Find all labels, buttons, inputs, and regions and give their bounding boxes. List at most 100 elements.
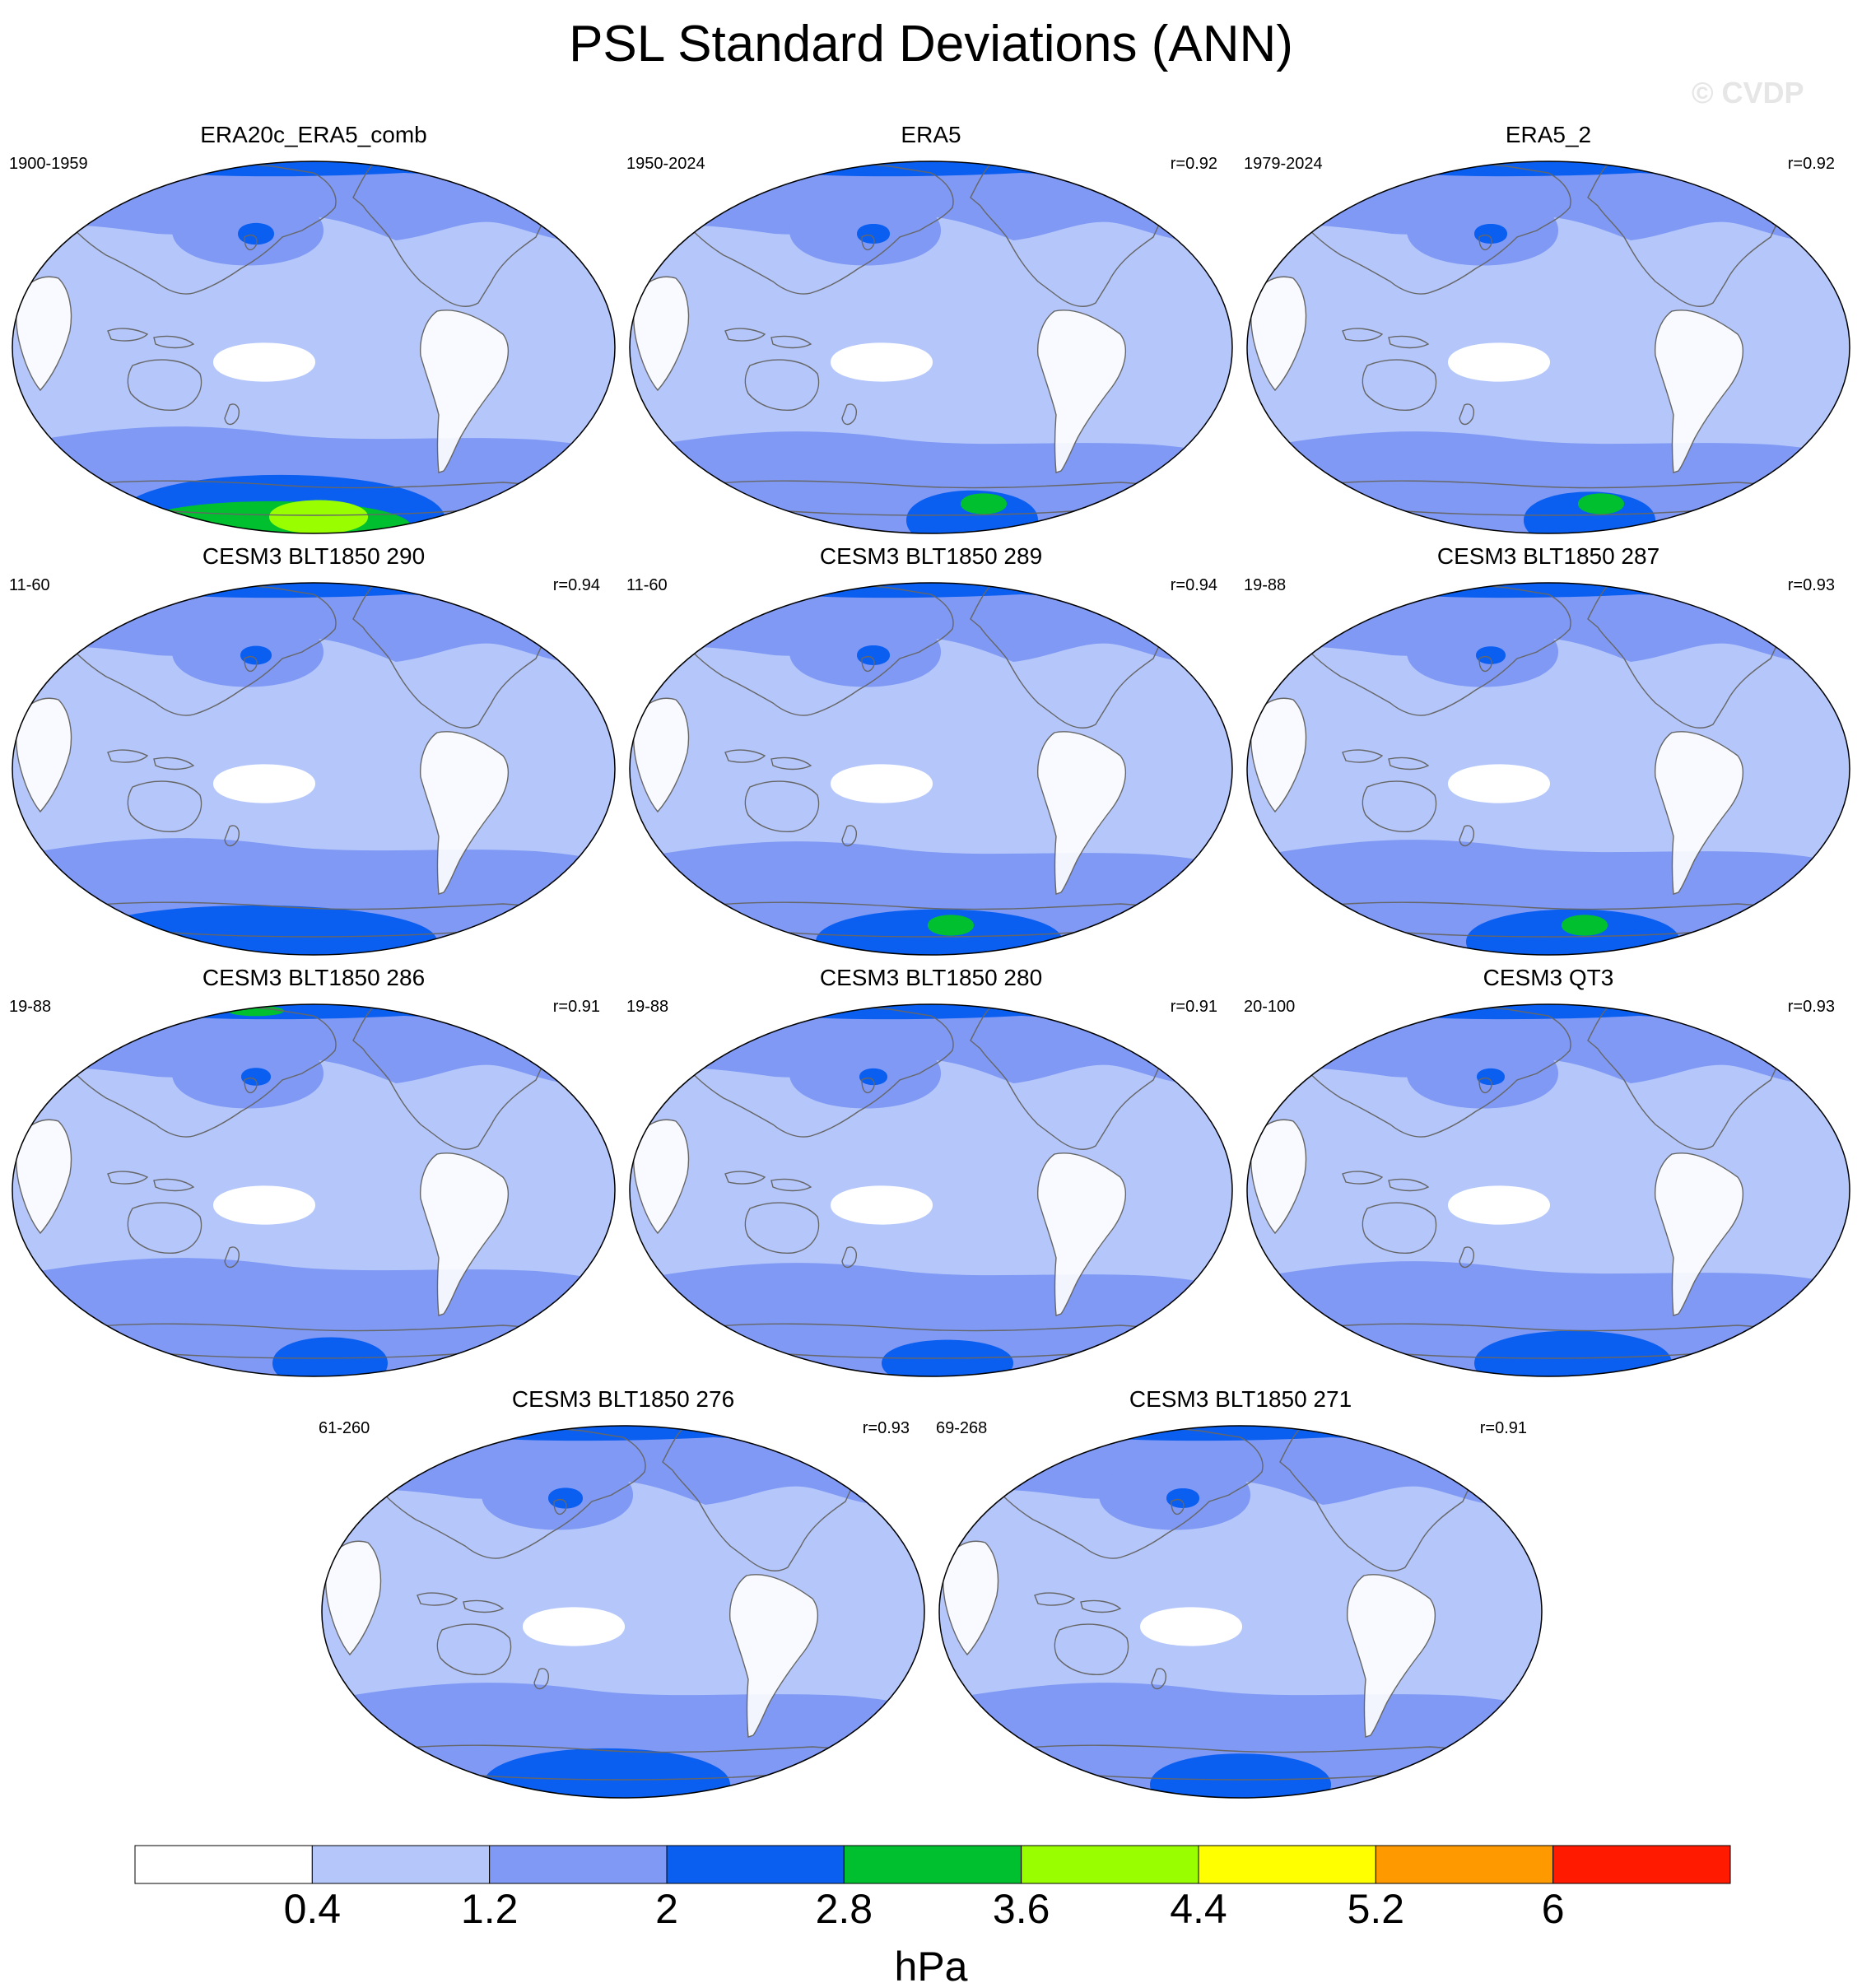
contour-fill [857,224,890,244]
coastline [1294,162,1571,295]
contour-fill [213,342,315,382]
contour-fill [816,909,1063,955]
map-border [1246,161,1850,534]
panel-title: CESM3 BLT1850 290 [202,543,426,569]
coastline [153,335,195,349]
coastline [841,825,857,847]
coastline [489,584,533,624]
panel-title: ERA5_2 [1505,122,1592,147]
contour-fill [483,1748,730,1798]
panel-title: CESM3 BLT1850 286 [202,965,426,990]
map-panel: CESM3 BLT1850 287 19-88 r=0.93 [1244,543,1853,963]
map-border [12,1003,616,1377]
map-border [938,1425,1543,1799]
coastline [1724,1006,1768,1045]
panel-title: CESM3 BLT1850 289 [819,543,1043,569]
panel-years: 20-100 [1244,998,1296,1016]
coastline [1034,1592,1076,1606]
coastline [59,1005,337,1138]
low-variance-land [16,698,72,812]
map-panel: ERA20c_ERA5_comb 1900-1959 [9,122,618,542]
map-panel: CESM3 QT3 20-100 r=0.93 [1244,965,1853,1385]
coastline [489,163,533,203]
coastline [15,1119,72,1235]
psl-stddev-map [938,1425,1543,1799]
coastline [553,1498,567,1515]
low-variance-land [1655,1152,1743,1315]
contour-fill [523,1607,625,1646]
low-variance-land [1655,731,1743,894]
colorbar-box [311,1845,491,1884]
coastline [244,655,258,673]
psl-stddev-map [629,161,1233,534]
contour-fill [1166,1488,1199,1508]
map-border [1246,1003,1850,1377]
coastline [724,1171,766,1185]
coastline [1459,825,1474,847]
colorbar-tick-label: 6 [1542,1886,1565,1932]
colorbar-tick-label: 2.8 [816,1886,873,1932]
contour-fill [12,1258,615,1376]
contour-fill [831,764,933,803]
coastline [153,1178,195,1192]
coastline [127,359,202,411]
psl-stddev-map [12,582,616,956]
map-panel: CESM3 BLT1850 286 19-88 r=0.91 [9,965,618,1385]
map-panel: CESM3 BLT1850 271 69-268 r=0.91 [936,1386,1545,1806]
psl-stddev-map [12,161,616,534]
map-border [321,1425,925,1799]
panel-title: CESM3 QT3 [1483,965,1614,990]
coastline [1416,1427,1460,1467]
contour-fill [269,500,368,533]
coastline [324,1540,382,1656]
coastline [107,328,149,342]
coastline [1655,310,1743,473]
low-variance-land [1037,731,1126,894]
low-variance-land [1655,310,1743,473]
coastline [770,757,812,771]
coastline [1342,749,1384,763]
panel-years: 11-60 [9,576,50,594]
coastline [677,584,954,716]
coastline [729,1574,818,1738]
coastline [861,234,875,251]
psl-stddev-map [1246,582,1850,956]
coastline [1171,1498,1185,1515]
coastline [1294,1005,1571,1138]
colorbar-tick-label: 3.6 [993,1886,1050,1932]
contour-fill [213,764,315,803]
coastline [1478,1077,1492,1094]
panel-pattern-correlation: r=0.92 [1787,155,1835,173]
coastline [533,1668,549,1690]
colorbar-box [843,1845,1022,1884]
contour-fill [322,1683,924,1798]
contour-fill [1247,840,1850,955]
coastline [1459,1246,1474,1269]
coastline [841,1246,857,1269]
coastline [1342,328,1384,342]
contour-fill [213,1185,315,1225]
coastline [1478,234,1492,251]
coastline [59,162,337,295]
low-variance-land [16,277,72,390]
contour-fill [859,1068,887,1086]
colorbar-tick-label: 5.2 [1348,1886,1405,1932]
contour-fill [961,493,1007,514]
colorbar-units-label: hPa [895,1944,968,1988]
low-variance-land [1250,1120,1306,1233]
panel-pattern-correlation: r=0.93 [862,1419,910,1437]
coastline [724,749,766,763]
coastline [59,584,337,716]
colorbar-box [1198,1845,1376,1884]
low-variance-land [1250,698,1306,812]
contour-fill [1476,646,1506,664]
colorbar-box [1021,1845,1199,1884]
coastlines [15,1005,580,1359]
coastline [1362,780,1437,832]
low-variance-land [1347,1574,1436,1737]
panel-years: 69-268 [936,1419,988,1437]
coastline [986,1427,1264,1559]
psl-stddev-map [1246,161,1850,534]
coastline [632,1119,690,1235]
low-variance-land [633,1120,689,1233]
